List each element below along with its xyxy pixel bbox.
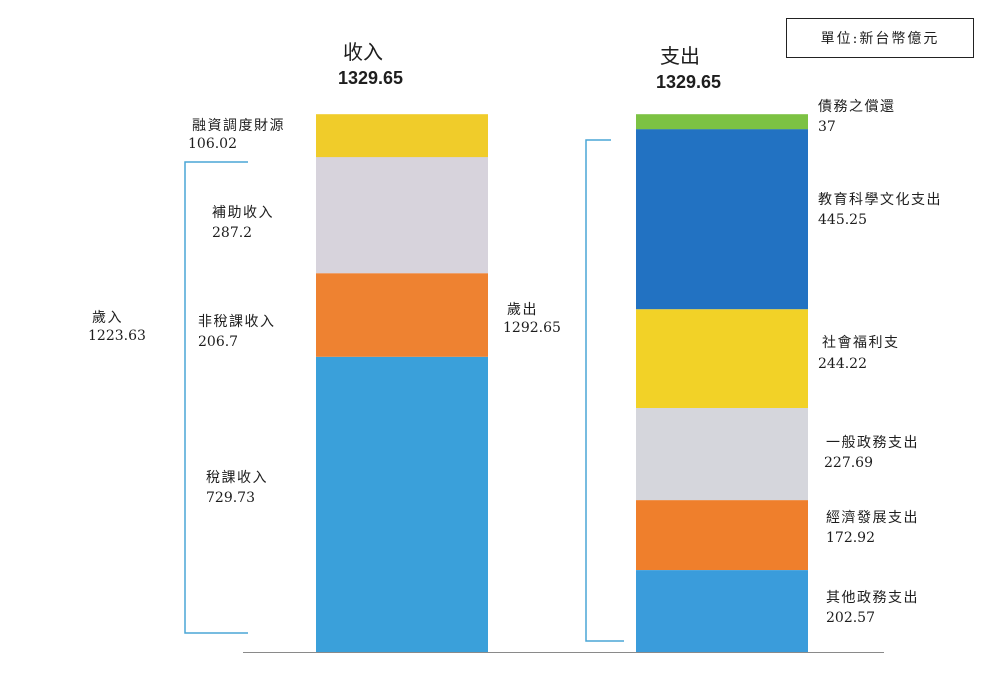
value-subsidy: 287.2 <box>212 225 253 241</box>
label-subsidy: 補助收入 <box>212 205 274 221</box>
label-revenue-bracket: 歲入 <box>92 310 123 326</box>
unit-label: 單位:新台幣億元 <box>786 18 974 58</box>
value-expenditure-bracket: 1292.65 <box>503 320 561 336</box>
label-economic: 經濟發展支出 <box>826 510 919 526</box>
bar-segment-income-1 <box>316 273 488 357</box>
value-financing: 106.02 <box>188 136 237 152</box>
bar-segment-expenditure-6 <box>636 408 808 501</box>
value-economic: 172.92 <box>826 530 875 546</box>
value-general: 227.69 <box>824 455 873 471</box>
value-education: 445.25 <box>818 212 867 228</box>
income-total: 1329.65 <box>338 68 404 88</box>
label-welfare: 社會福利支 <box>822 335 900 351</box>
label-nontax: 非稅課收入 <box>198 314 276 330</box>
bar-segment-expenditure-4 <box>636 570 808 652</box>
value-tax: 729.73 <box>206 490 255 506</box>
expenditure-header: 支出 <box>660 44 700 68</box>
value-revenue-bracket: 1223.63 <box>88 328 146 344</box>
value-other: 202.57 <box>826 610 875 626</box>
value-nontax: 206.7 <box>198 334 239 350</box>
value-debt: 37 <box>818 119 836 135</box>
label-other: 其他政務支出 <box>826 590 919 606</box>
value-welfare: 244.22 <box>818 356 867 372</box>
bar-segment-income-3 <box>316 114 488 158</box>
label-financing: 融資調度財源 <box>192 118 285 134</box>
bar-segment-income-2 <box>316 157 488 274</box>
expenditure-total: 1329.65 <box>656 72 722 92</box>
label-tax: 稅課收入 <box>206 470 268 486</box>
label-general: 一般政務支出 <box>826 435 919 451</box>
bar-segment-expenditure-9 <box>636 114 808 130</box>
label-debt: 債務之償還 <box>818 99 896 115</box>
label-expenditure-bracket: 歲出 <box>507 302 538 318</box>
bar-segment-income-0 <box>316 356 488 652</box>
bar-segment-expenditure-5 <box>636 500 808 570</box>
bar-segment-expenditure-7 <box>636 309 808 408</box>
bar-segment-expenditure-8 <box>636 129 808 310</box>
revenue-bracket <box>184 161 248 634</box>
expenditure-bracket <box>585 139 624 642</box>
label-education: 教育科學文化支出 <box>818 192 942 208</box>
income-header: 收入 <box>343 40 383 64</box>
